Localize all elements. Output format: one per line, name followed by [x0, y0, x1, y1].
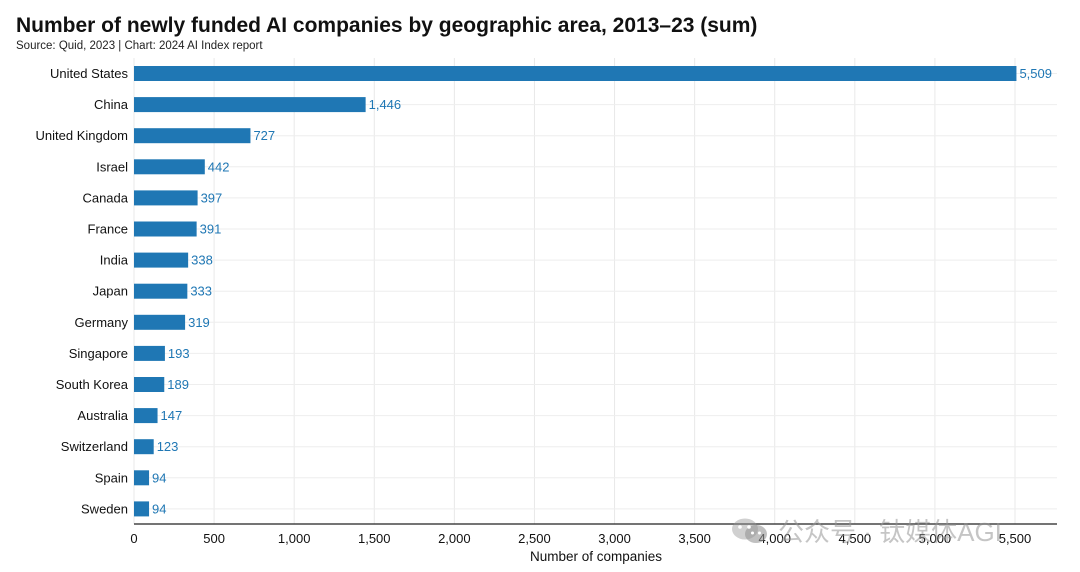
category-label: Israel [96, 159, 128, 174]
category-label: Switzerland [61, 439, 128, 454]
bar [134, 190, 198, 206]
x-tick-label: 500 [203, 531, 225, 546]
x-tick-label: 4,000 [758, 531, 791, 546]
value-label: 338 [191, 253, 213, 268]
category-label: Sweden [81, 501, 128, 516]
x-tick-label: 0 [130, 531, 137, 546]
bar [134, 377, 165, 392]
value-label: 94 [152, 470, 166, 485]
category-label: Germany [75, 315, 129, 330]
x-axis-title: Number of companies [530, 549, 662, 564]
category-label: Canada [82, 190, 128, 205]
value-label: 319 [188, 315, 210, 330]
x-tick-label: 3,500 [678, 531, 711, 546]
category-label: Japan [93, 284, 128, 299]
x-tick-label: 4,500 [839, 531, 872, 546]
category-label: France [88, 222, 128, 237]
value-label: 397 [201, 190, 223, 205]
value-label: 123 [157, 439, 179, 454]
category-label: Australia [77, 408, 128, 423]
bar [134, 439, 154, 455]
value-label: 189 [167, 377, 189, 392]
value-label: 333 [190, 284, 212, 299]
category-label: United States [50, 66, 129, 81]
bar [134, 159, 205, 175]
category-label: South Korea [56, 377, 129, 392]
bar [134, 470, 150, 486]
value-label: 193 [168, 346, 190, 361]
category-label: United Kingdom [36, 128, 129, 143]
value-label: 1,446 [369, 97, 402, 112]
category-label: India [100, 253, 129, 268]
bar [134, 314, 186, 330]
value-label: 94 [152, 501, 166, 516]
category-label: Singapore [69, 346, 128, 361]
bar [134, 66, 1017, 81]
category-label: Spain [95, 470, 128, 485]
chart-source: Source: Quid, 2023 | Chart: 2024 AI Inde… [16, 40, 263, 52]
bar [134, 97, 366, 113]
value-label: 147 [161, 408, 183, 423]
x-tick-label: 2,500 [518, 531, 551, 546]
value-label: 5,509 [1019, 66, 1052, 81]
bar [134, 128, 251, 144]
bar [134, 221, 197, 237]
x-tick-label: 3,000 [598, 531, 631, 546]
bar [134, 252, 189, 268]
x-tick-label: 5,500 [999, 531, 1032, 546]
x-tick-label: 1,500 [358, 531, 391, 546]
bar [134, 408, 158, 424]
bar [134, 283, 188, 299]
bar [134, 345, 165, 361]
chart-title: Number of newly funded AI companies by g… [16, 14, 758, 37]
x-tick-label: 5,000 [919, 531, 952, 546]
x-tick-label: 2,000 [438, 531, 471, 546]
value-label: 727 [253, 128, 275, 143]
x-tick-label: 1,000 [278, 531, 311, 546]
category-label: China [94, 97, 129, 112]
value-label: 442 [208, 159, 230, 174]
value-label: 391 [200, 222, 222, 237]
bar [134, 501, 150, 517]
